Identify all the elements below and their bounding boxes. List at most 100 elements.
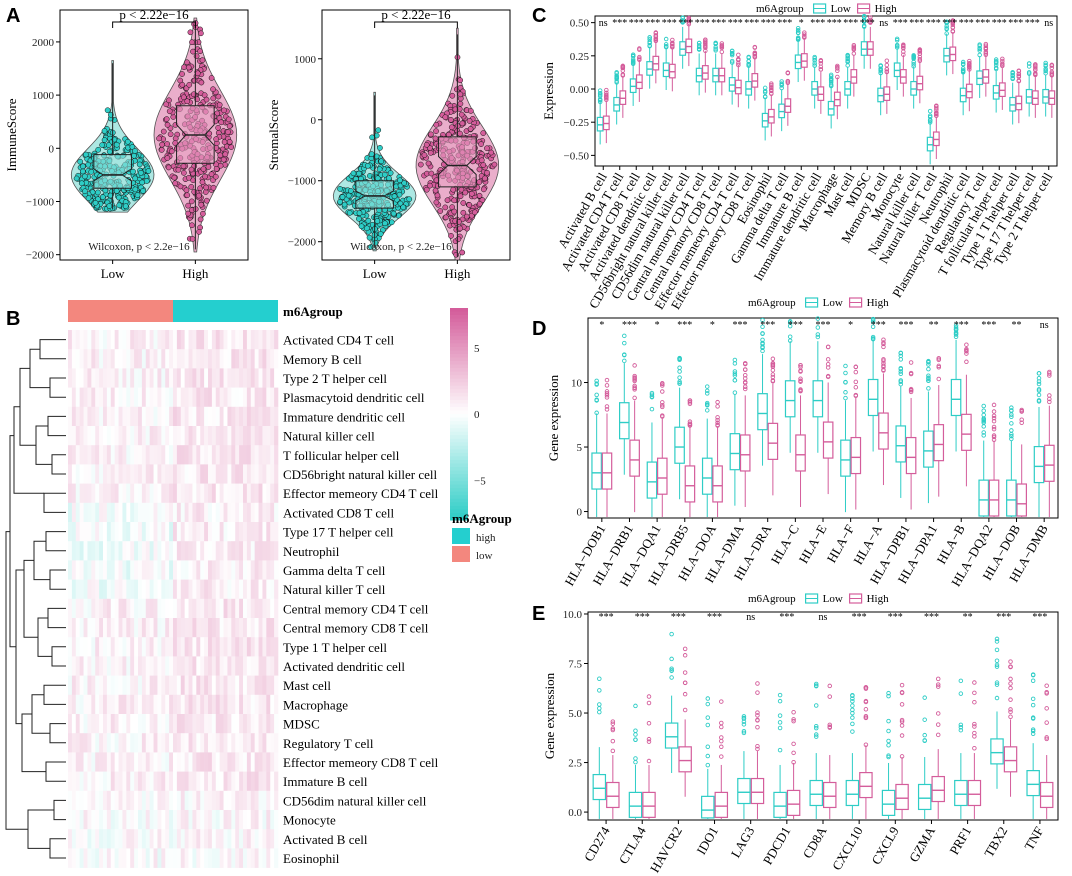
heatmap-cell [138, 829, 143, 849]
outlier-point [669, 656, 674, 662]
heatmap-cell [106, 368, 112, 388]
outlier-point [863, 707, 869, 712]
significance-label: *** [677, 320, 692, 331]
heatmap-cell [87, 694, 92, 715]
legend-title: m6Agroup [748, 593, 796, 605]
heatmap-cell [262, 848, 267, 868]
heatmap-cell [157, 349, 162, 369]
panel-label-b: B [6, 308, 20, 330]
outliers-low [762, 85, 768, 100]
heatmap-cell [274, 349, 279, 369]
heatmap-cell [173, 694, 178, 715]
heatmap-cell [71, 790, 77, 811]
outliers-high [964, 342, 969, 365]
heatmap-cell [91, 502, 96, 523]
heatmap-cell [180, 618, 185, 638]
heatmap-cell [239, 368, 244, 388]
row-label: Gamma delta T cell [283, 563, 386, 578]
heatmap-cell [95, 464, 100, 484]
heatmap-cell [141, 330, 147, 350]
heatmap-cell [130, 349, 135, 369]
x-tick-label: High [182, 266, 209, 281]
heatmap-cell [192, 579, 197, 600]
heatmap-cell [208, 483, 213, 504]
heatmap-cell [165, 848, 170, 868]
outlier-point [791, 709, 796, 715]
heatmap-cell [258, 502, 263, 523]
x-tick-label: Low [101, 266, 125, 281]
heatmap-cell [169, 675, 174, 696]
heatmap-cell [227, 387, 232, 408]
heatmap-cell [188, 771, 193, 792]
heatmap-cell [110, 349, 115, 369]
heatmap-cell [118, 483, 123, 504]
heatmap-cell [95, 368, 100, 388]
jitter-point [374, 175, 381, 182]
heatmap-cell [118, 541, 123, 561]
jitter-point [185, 64, 192, 71]
outlier-point [682, 670, 688, 675]
outliers-low [922, 695, 927, 743]
jitter-point [433, 121, 440, 128]
heatmap-cell [87, 618, 92, 638]
heatmap-cell [157, 368, 162, 388]
heatmap-cell [235, 406, 240, 427]
heatmap-cell [138, 752, 143, 772]
heatmap-cell [196, 810, 201, 830]
colorbar-segment [450, 346, 468, 351]
heatmap-cell [75, 522, 80, 542]
heatmap-cell [153, 733, 158, 753]
heatmap-cell [161, 790, 166, 811]
heatmap-cell [83, 771, 88, 792]
outliers-low [886, 690, 891, 760]
heatmap-cell [219, 330, 224, 350]
heatmap-cell [83, 829, 88, 849]
heatmap-cell [130, 330, 135, 350]
heatmap-cell [153, 483, 158, 504]
heatmap-cell [204, 752, 209, 772]
heatmap-cell [250, 560, 255, 580]
heatmap-cell [126, 541, 131, 561]
outlier-point [899, 702, 905, 707]
heatmap-cell [208, 426, 213, 446]
heatmap-cell [250, 522, 255, 542]
jitter-point [484, 169, 490, 176]
heatmap-cell [204, 579, 209, 600]
heatmap-cell [208, 810, 213, 830]
heatmap-cell [211, 637, 217, 657]
jitter-point [164, 121, 171, 128]
heatmap-cell [215, 406, 220, 427]
outlier-point [1030, 696, 1036, 702]
heatmap-cell [227, 848, 232, 868]
heatmap-cell [91, 349, 96, 369]
heatmap-cell [266, 618, 271, 638]
box-high [823, 781, 837, 809]
outlier-point [1030, 702, 1036, 708]
heatmap-cell [161, 848, 166, 868]
heatmap-cell [83, 483, 88, 504]
heatmap-cell [246, 426, 252, 446]
heatmap-cell [246, 483, 252, 504]
heatmap-cell [184, 694, 189, 715]
significance-label: *** [816, 320, 831, 331]
heatmap-cell [165, 733, 170, 753]
heatmap-cell [196, 579, 201, 600]
outlier-point [791, 750, 796, 756]
heatmap-cell [141, 618, 147, 638]
outlier-point [705, 753, 711, 759]
colorbar-segment [450, 495, 468, 500]
heatmap-cell [75, 579, 80, 600]
heatmap-cell [87, 330, 92, 350]
heatmap-cell [68, 714, 73, 734]
heatmap-cell [157, 464, 162, 484]
heatmap-cell [176, 502, 182, 523]
heatmap-cell [208, 330, 213, 350]
heatmap-cell [204, 598, 209, 619]
heatmap-cell [71, 579, 77, 600]
heatmap-cell [138, 790, 143, 811]
outliers-high [646, 694, 652, 764]
heatmap-cell [71, 656, 77, 676]
heatmap-cell [223, 790, 228, 811]
heatmap-cell [180, 637, 185, 657]
